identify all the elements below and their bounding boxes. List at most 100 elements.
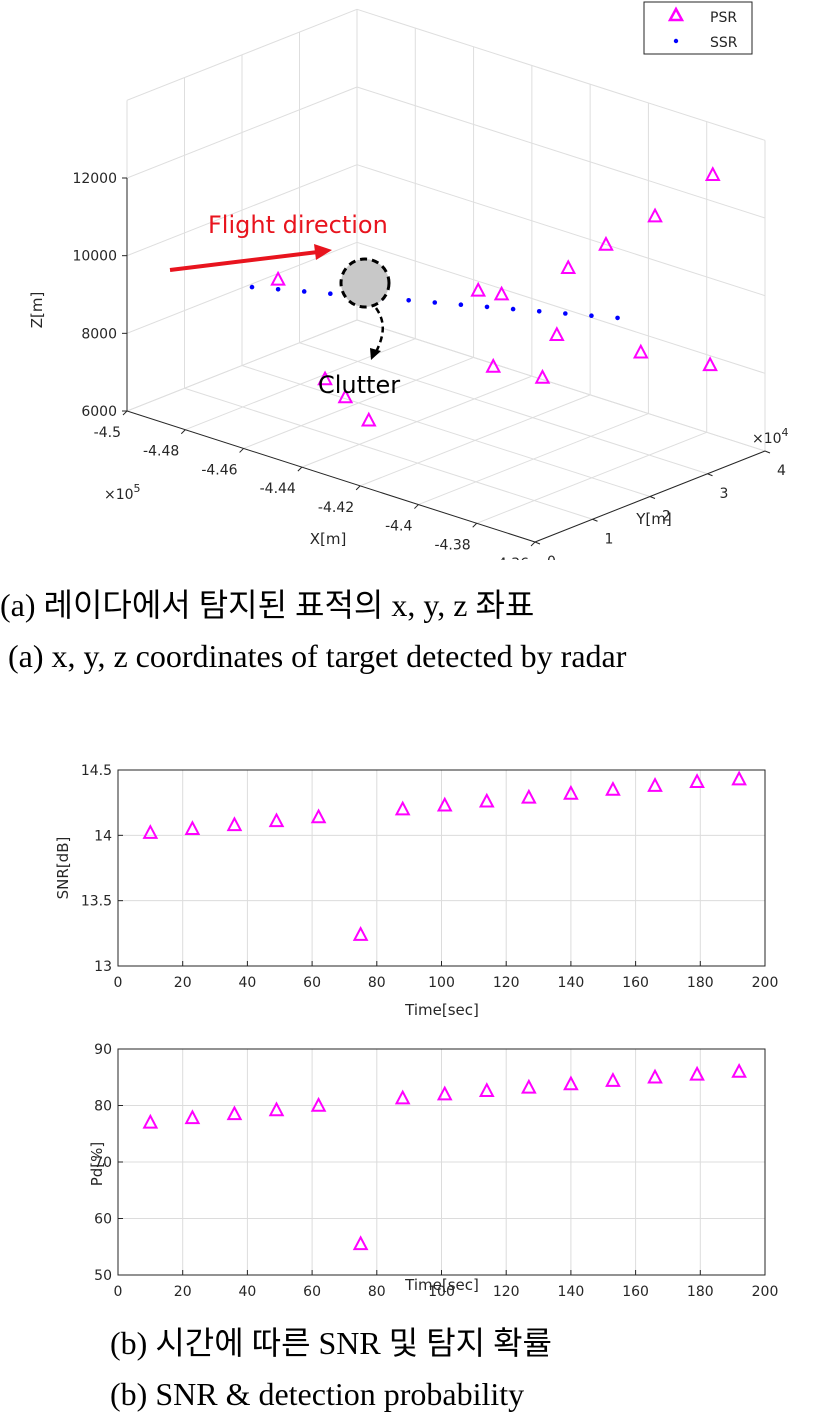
x-axis-line [126,410,536,543]
y-tick-mark [592,518,598,522]
data-point-triangle [478,1082,495,1098]
x-tick-label: -4.42 [318,500,354,516]
snr-grid [117,769,766,967]
y-tick-label: 2 [662,509,671,525]
x-tick-label: 120 [493,975,520,991]
x-exponent-label: ×105 [104,482,141,503]
grid-back-z [356,241,766,374]
x-tick-label: 40 [238,975,256,991]
ssr-data-point [432,300,438,305]
y-tick-label: 60 [94,1212,112,1228]
y-tick-label: 90 [94,1042,112,1058]
legend-ssr-label: SSR [710,35,738,51]
x-tick-label: 160 [622,975,649,991]
y-tick-label: 4 [777,463,786,479]
pd-x-axis-label: Time[sec] [404,1276,479,1294]
3d-grid [126,8,766,543]
pd-data-marks [142,1062,747,1251]
x-tick-label: 120 [493,1284,520,1300]
z-tick-label: 10000 [72,249,117,265]
x-tick-mark [297,466,303,472]
snr-x-axis-label: Time[sec] [404,1001,479,1019]
grid-floor-y [184,387,593,520]
ssr-data-point [615,315,620,321]
data-point-triangle [521,788,537,804]
x-tick-label: -4.36 [493,556,529,560]
z-tick-label: 12000 [72,171,117,187]
grid-back-z [356,86,766,219]
data-point-triangle [352,925,369,941]
data-point-triangle [605,780,621,796]
x-tick-label: 20 [174,1284,192,1300]
psr-data-point [470,281,487,297]
pd-scatter-plot: 0 20 40 60 80 100 120 140 160 180 200 50 60 70 80 90 Ti… [88,1042,778,1300]
psr-data-point [270,270,286,286]
data-point-triangle [605,1071,621,1087]
ssr-data-point [328,291,333,296]
pd-tick-labels: 0 20 40 60 80 100 120 140 160 180 200 50 60 70 80 90 [94,1042,778,1300]
pd-y-axis-label: Pd[%] [88,1142,106,1187]
x-tick-mark [530,541,536,547]
snr-data-marks [142,770,747,941]
grid-back-z [356,319,766,452]
x-tick-label: 160 [622,1284,649,1300]
grid-side-z [126,164,358,257]
data-point-triangle [563,784,579,800]
data-point-triangle [731,770,747,786]
caption-a-korean: (a) 레이다에서 탐지된 표적의 x, y, z 좌표 [0,587,535,623]
ssr-data-point [301,289,307,294]
legend-box [643,1,753,55]
psr-data-point [632,343,649,359]
y-tick-label: 0 [547,554,556,560]
data-point-triangle [647,777,663,792]
data-point-triangle [394,800,411,816]
data-point-triangle [478,792,495,808]
3d-data-marks [249,166,721,427]
x-tick-label: 180 [687,975,714,991]
legend: PSR SSR [643,1,753,55]
ssr-data-point [406,297,411,303]
x-tick-label: 100 [428,1284,455,1300]
snr-axes-box [117,769,766,967]
flight-direction-arrowhead [314,244,332,260]
3d-scatter-plot: -4.5 -4.48 -4.46 -4.44 -4.42 -4.4 -4.38 -4.36 0 1… [28,1,789,560]
psr-data-point [702,356,718,372]
x-tick-mark [122,410,128,416]
x-tick-label: 200 [752,1284,779,1300]
legend-psr-label: PSR [710,10,737,26]
y-tick-mark [534,541,541,545]
legend-ssr-marker [673,38,679,44]
psr-data-point [337,388,354,404]
x-tick-mark [239,448,244,453]
data-point-triangle [184,1109,201,1125]
psr-data-point [560,259,577,275]
grid-side-z [126,8,358,101]
data-point-triangle [731,1062,747,1078]
x-tick-label: 20 [174,975,192,991]
data-point-triangle [436,796,453,812]
grid-side-z [126,319,358,412]
x-tick-label: 140 [558,1284,585,1300]
data-point-triangle [268,812,285,828]
z-tick-label: 8000 [81,326,117,342]
x-tick-label: -4.48 [143,444,179,460]
ssr-data-point [563,311,568,316]
clutter-arrowhead [370,348,381,360]
x-tick-label: -4.46 [201,462,237,478]
y-tick-label: 80 [94,1099,112,1115]
ssr-data-point [589,313,594,319]
3d-tick-labels: -4.5 -4.48 -4.46 -4.44 -4.42 -4.4 -4.38 -4.36 0 1… [72,171,786,560]
legend-psr-marker [667,6,685,22]
psr-data-point [548,326,565,341]
pd-grid [117,1048,766,1276]
y-axis-label: Y[m] [635,510,671,528]
x-tick-label: 60 [303,975,321,991]
grid-back-z [356,164,766,297]
y-tick-label: 1 [605,531,614,547]
y-tick-mark [764,450,771,454]
y-exponent-label: ×104 [752,426,789,447]
flight-direction-arrow [169,250,319,272]
caption-b-korean: (b) 시간에 따른 SNR 및 탐지 확률 [110,1325,552,1361]
data-point-triangle [689,1065,705,1081]
y-tick-label: 3 [720,486,729,502]
